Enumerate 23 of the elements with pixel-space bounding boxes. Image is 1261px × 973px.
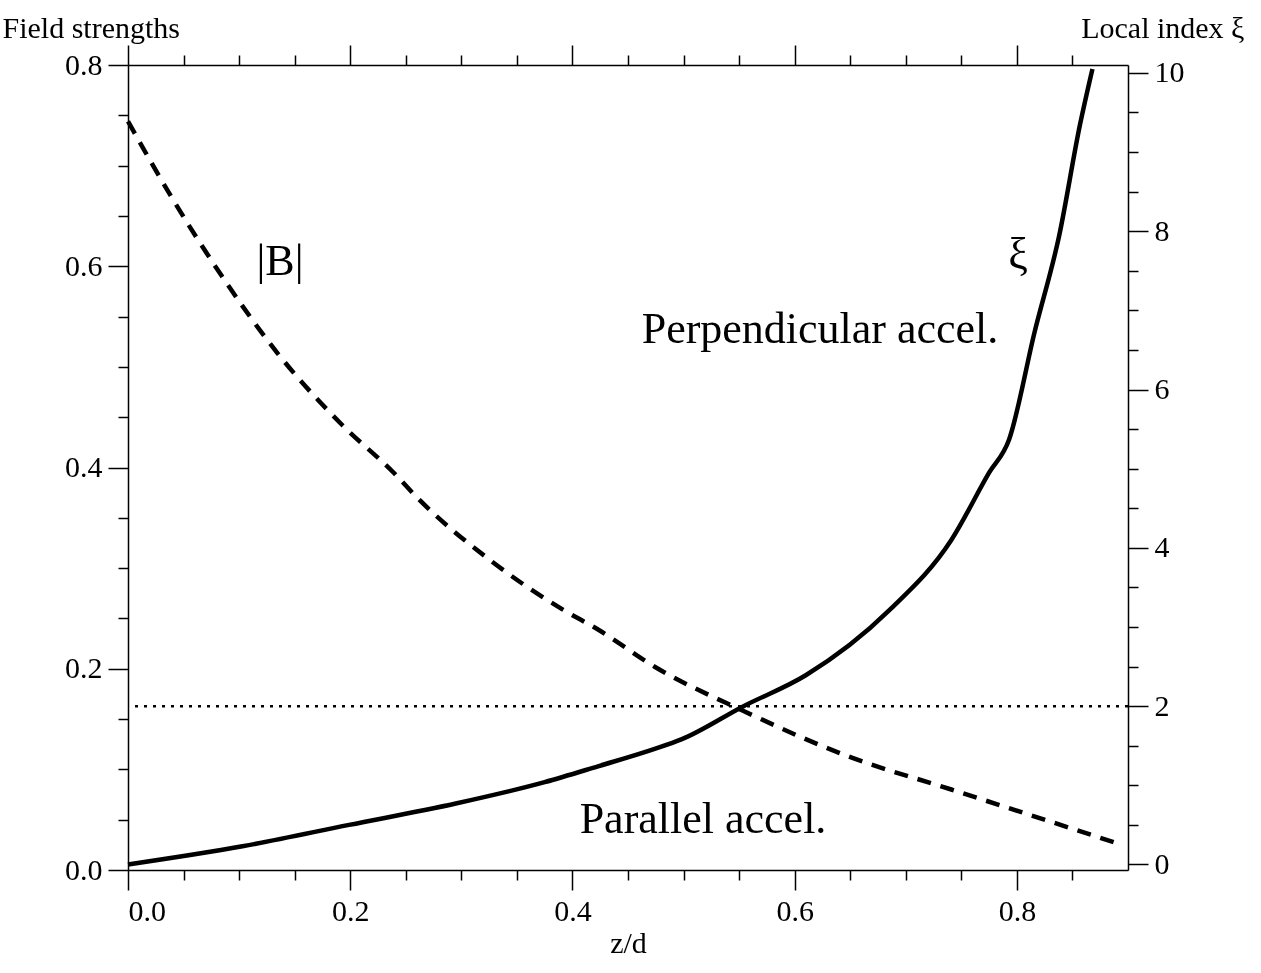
legend-label: ξ — [1008, 229, 1028, 278]
x-tick-label: 0.0 — [128, 893, 166, 927]
y-tick-label: 0.8 — [65, 47, 103, 81]
annotation: Parallel accel. — [579, 794, 827, 843]
x-tick-label: 0.2 — [331, 893, 370, 927]
series-label: |B| — [256, 236, 304, 285]
y2-tick-label: 4 — [1154, 530, 1170, 564]
y-tick-label: 0.4 — [65, 450, 103, 483]
y2-tick-label: 6 — [1154, 372, 1170, 406]
y-tick-label: 0.0 — [65, 852, 103, 886]
y2-axis-title: Local index ξ — [1081, 10, 1245, 44]
x-tick-label: 0.6 — [776, 893, 814, 927]
y-tick-label: 0.2 — [65, 651, 103, 685]
y2-tick-label: 8 — [1154, 213, 1170, 247]
y2-tick-label: 0 — [1154, 846, 1170, 880]
x-tick-label: 0.8 — [998, 893, 1037, 927]
x-tick-label: 0.4 — [554, 893, 592, 927]
x-axis-title: z/d — [610, 925, 647, 959]
y2-tick-label: 2 — [1154, 688, 1170, 722]
y-tick-label: 0.6 — [65, 248, 103, 282]
annotation: Perpendicular accel. — [641, 304, 999, 353]
y2-tick-label: 10 — [1154, 55, 1185, 89]
y-axis-title: Field strengths — [2, 10, 180, 44]
